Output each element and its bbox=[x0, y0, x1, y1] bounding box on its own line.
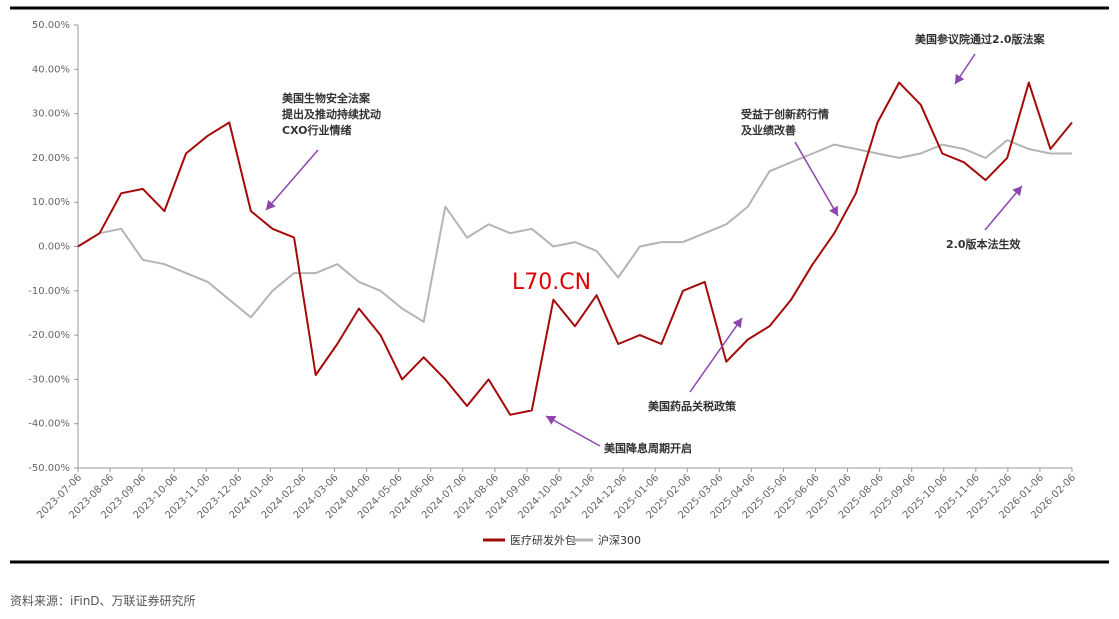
annotation-arrow bbox=[545, 415, 601, 447]
y-tick-label: 30.00% bbox=[32, 109, 70, 120]
watermark-layer: L70.CN bbox=[512, 270, 591, 295]
y-tick-label: 10.00% bbox=[32, 197, 70, 208]
annotation-text: 受益于创新药行情 bbox=[741, 107, 829, 121]
legend: 医疗研发外包 沪深300 bbox=[483, 533, 641, 547]
annotation-text: 提出及推动持续扰动 bbox=[282, 107, 381, 121]
annotation-text: 美国药品关税政策 bbox=[648, 399, 737, 413]
series-layer bbox=[77, 81, 1073, 416]
y-tick-label: -50.00% bbox=[28, 463, 70, 474]
line-chart: 50.00% 40.00% 30.00% 20.00% 10.00% 0.00% -10.0… bbox=[10, 6, 1109, 564]
arrow-head bbox=[1012, 186, 1022, 197]
y-tick-label: -40.00% bbox=[28, 419, 70, 430]
annotation-arrow bbox=[794, 141, 839, 217]
legend-label: 沪深300 bbox=[598, 533, 641, 547]
annotation-arrow bbox=[984, 185, 1023, 231]
arrow-head bbox=[546, 416, 557, 425]
y-tick-label: -10.00% bbox=[28, 286, 70, 297]
annotation-text: 美国降息周期开启 bbox=[604, 441, 692, 455]
y-tick-label: 50.00% bbox=[32, 20, 70, 31]
annotation-text: 及业绩改善 bbox=[741, 123, 796, 137]
y-axis: 50.00% 40.00% 30.00% 20.00% 10.00% 0.00% -10.0… bbox=[28, 20, 79, 474]
annotation-text: 美国生物安全法案 bbox=[282, 91, 371, 105]
source-note: 资料来源：iFinD、万联证券研究所 bbox=[10, 594, 196, 608]
legend-label: 医疗研发外包 bbox=[510, 533, 576, 547]
annotation-text: 2.0版本法生效 bbox=[946, 237, 1021, 251]
annotation-arrow bbox=[265, 149, 319, 211]
annotation-text: CXO行业情绪 bbox=[282, 123, 352, 137]
y-tick-label: -30.00% bbox=[28, 374, 70, 385]
y-tick-label: 40.00% bbox=[32, 64, 70, 75]
arrow-head bbox=[829, 205, 838, 216]
series-line-cro bbox=[77, 81, 1073, 416]
y-tick-label: 20.00% bbox=[32, 153, 70, 164]
annotation-text: 美国参议院通过2.0版法案 bbox=[915, 32, 1045, 46]
series-line-hs300 bbox=[77, 139, 1072, 323]
arrow-head bbox=[955, 73, 965, 84]
annotation-arrow bbox=[689, 317, 743, 393]
y-tick-label: -20.00% bbox=[28, 330, 70, 341]
arrow-head bbox=[732, 318, 742, 329]
y-tick-label: 0.00% bbox=[38, 242, 70, 253]
watermark: L70.CN bbox=[512, 270, 591, 295]
arrow-head bbox=[266, 199, 276, 210]
x-axis: 2023-07-062023-08-062023-09-062023-10-06… bbox=[35, 467, 1078, 521]
